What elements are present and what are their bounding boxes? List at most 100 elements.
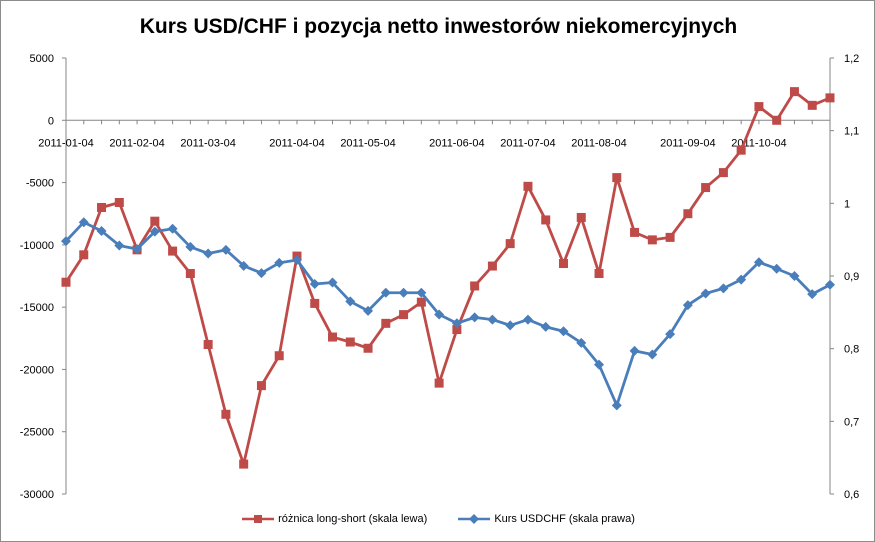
y-right-tick-label: 1,2: [844, 53, 859, 65]
series-line-usdchf: [64, 220, 831, 407]
data-point-usdchf: [416, 287, 427, 298]
data-point-long-short: [256, 381, 266, 391]
data-point-long-short: [558, 259, 568, 269]
data-point-usdchf: [274, 257, 285, 268]
y-left-tick-label: -30000: [20, 489, 54, 501]
x-tick-label: 2011-03-04: [180, 137, 235, 149]
data-point-usdchf: [185, 241, 196, 252]
x-tick-label: 2011-07-04: [500, 137, 555, 149]
data-point-usdchf: [576, 337, 587, 348]
data-point-long-short: [97, 202, 107, 212]
y-left-tick-label: -20000: [20, 364, 54, 376]
data-point-usdchf: [149, 226, 160, 237]
data-point-long-short: [487, 261, 497, 271]
data-point-long-short: [416, 297, 426, 307]
data-point-long-short: [825, 93, 835, 103]
data-point-usdchf: [594, 359, 605, 370]
data-point-long-short: [345, 337, 355, 347]
data-point-usdchf: [469, 312, 480, 323]
chart-legend: różnica long-short (skala lewa) Kurs USD…: [1, 513, 875, 528]
data-point-usdchf: [558, 326, 569, 337]
data-point-usdchf: [789, 271, 800, 281]
data-point-usdchf: [345, 296, 356, 307]
x-tick-label: 2011-01-04: [38, 137, 93, 149]
y-left-tick-label: -15000: [20, 302, 54, 314]
y-left-tick-label: 0: [48, 115, 54, 127]
data-point-long-short: [523, 181, 533, 191]
data-point-usdchf: [540, 321, 551, 332]
data-point-long-short: [168, 246, 178, 256]
data-point-long-short: [701, 183, 711, 193]
data-point-usdchf: [736, 274, 747, 285]
data-point-usdchf: [718, 283, 729, 294]
data-point-long-short: [576, 212, 586, 222]
data-point-long-short: [452, 325, 462, 335]
y-right-tick-label: 1,1: [844, 126, 859, 138]
data-point-long-short: [399, 310, 409, 320]
data-point-long-short: [807, 100, 817, 110]
data-point-long-short: [683, 209, 693, 219]
data-point-long-short: [150, 216, 160, 226]
legend-swatch-long-short: [242, 515, 275, 523]
data-point-long-short: [754, 102, 764, 112]
data-point-long-short: [381, 318, 391, 328]
legend-swatch-usdchf: [458, 514, 491, 524]
x-tick-label: 2011-02-04: [109, 137, 164, 149]
legend-item-long-short: różnica long-short (skala lewa): [242, 513, 427, 525]
data-point-usdchf: [220, 244, 231, 255]
y-right-tick-label: 0,8: [844, 344, 859, 356]
data-point-long-short: [789, 87, 799, 97]
x-tick-label: 2011-05-04: [340, 137, 395, 149]
x-tick-label: 2011-09-04: [660, 137, 715, 149]
data-point-long-short: [310, 298, 320, 308]
data-point-usdchf: [398, 287, 409, 298]
data-point-long-short: [363, 343, 373, 353]
data-point-usdchf: [380, 287, 391, 298]
data-point-long-short: [79, 250, 89, 260]
y-left-tick-label: -25000: [20, 427, 54, 439]
x-tick-label: 2011-04-04: [269, 137, 324, 149]
data-point-usdchf: [505, 320, 516, 331]
data-point-long-short: [630, 227, 640, 237]
data-point-usdchf: [451, 318, 462, 329]
data-point-usdchf: [309, 278, 320, 289]
data-point-usdchf: [522, 314, 533, 325]
data-point-usdchf: [96, 225, 107, 236]
x-tick-label: 2011-06-04: [429, 137, 484, 149]
y-left-tick-label: 5000: [30, 53, 54, 65]
y-left-tick-label: -5000: [26, 178, 54, 190]
data-point-usdchf: [78, 217, 89, 228]
data-point-long-short: [203, 340, 213, 350]
data-point-usdchf: [771, 263, 782, 274]
data-point-long-short: [114, 198, 124, 208]
data-point-usdchf: [700, 288, 711, 299]
data-point-usdchf: [114, 240, 125, 251]
data-point-usdchf: [647, 349, 658, 360]
y-right-tick-label: 0,6: [844, 489, 859, 501]
data-point-usdchf: [167, 223, 178, 234]
data-point-long-short: [185, 269, 195, 279]
data-point-long-short: [772, 115, 782, 125]
data-point-usdchf: [363, 305, 374, 316]
data-point-usdchf: [629, 345, 640, 356]
legend-label-usdchf: Kurs USDCHF (skala prawa): [494, 513, 635, 525]
data-point-long-short: [665, 232, 675, 242]
data-point-long-short: [61, 277, 71, 287]
y-right-tick-label: 0,7: [844, 416, 859, 428]
data-point-long-short: [718, 168, 728, 178]
data-point-usdchf: [203, 248, 214, 259]
data-point-usdchf: [238, 260, 249, 271]
chart-title: Kurs USD/CHF i pozycja netto inwestorów …: [139, 15, 738, 38]
data-point-usdchf: [291, 255, 302, 266]
data-point-long-short: [505, 239, 515, 249]
data-point-usdchf: [132, 244, 143, 255]
y-left-tick-label: -10000: [20, 240, 54, 252]
data-point-usdchf: [327, 277, 338, 288]
data-point-long-short: [541, 215, 551, 225]
data-point-usdchf: [825, 279, 835, 290]
y-right-tick-label: 0,9: [844, 271, 859, 283]
data-point-long-short: [647, 235, 657, 245]
data-point-usdchf: [807, 289, 818, 300]
data-point-usdchf: [487, 314, 498, 325]
